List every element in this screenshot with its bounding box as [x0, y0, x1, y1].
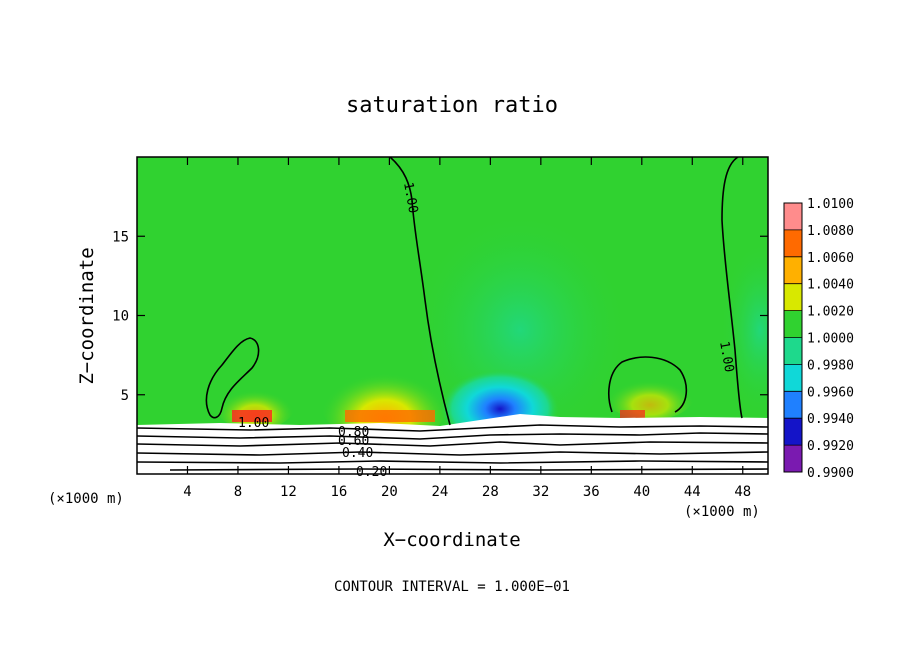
field-red-spot	[345, 410, 435, 422]
colorbar-segment	[784, 256, 802, 284]
y-axis-title: Z−coordinate	[76, 247, 98, 384]
x-tick-label: 28	[482, 484, 499, 500]
x-tick-label: 24	[431, 484, 448, 500]
field-yellow-region	[320, 355, 450, 445]
contour-label: 0.80	[338, 425, 369, 440]
colorbar-label: 0.9940	[807, 412, 854, 427]
contour-labels: 1.00 1.00 1.00 0.80 0.60 0.40 0.20	[238, 181, 736, 480]
colorbar-segment	[784, 310, 802, 338]
contour-closed	[205, 337, 260, 419]
y-tick-label: 5	[121, 388, 129, 404]
colorbar-segment	[784, 283, 802, 311]
contour-label: 1.00	[238, 416, 269, 431]
colorbar-label: 1.0040	[807, 278, 854, 293]
field-yellow-region	[605, 370, 695, 420]
contour-line-1.00	[389, 157, 451, 426]
x-tick-label: 44	[684, 484, 701, 500]
contour-lines	[137, 157, 768, 471]
chart-title: saturation ratio	[346, 93, 558, 118]
colorbar-segment	[784, 203, 802, 230]
x-axis-ticks: 4 8 12 16 20 24 28 32 36 40 44 48	[183, 157, 751, 500]
contour-label: 0.60	[338, 434, 369, 449]
colorbar-segment	[784, 364, 802, 392]
field-teal-region	[720, 240, 768, 420]
field-red-spot	[620, 410, 645, 420]
colorbar-label: 1.0020	[807, 305, 854, 320]
x-tick-label: 8	[234, 484, 242, 500]
contour-level-lower	[137, 451, 768, 456]
colorbar-label: 1.0080	[807, 224, 854, 239]
contour-interval: CONTOUR INTERVAL = 1.000E−01	[334, 579, 570, 595]
colorbar-segment	[784, 229, 802, 257]
colorbar-label: 0.9920	[807, 439, 854, 454]
colorbar-label: 0.9900	[807, 466, 854, 481]
contour-level-lower	[137, 441, 768, 447]
contour-label: 1.00	[716, 340, 736, 373]
x-tick-label: 4	[183, 484, 191, 500]
colorbar-segment	[784, 445, 802, 472]
contour-label: 0.20	[356, 465, 387, 480]
contour-level-lower	[169, 468, 768, 471]
x-tick-label: 20	[381, 484, 398, 500]
contour-line-1.00	[721, 157, 743, 419]
colorbar: 1.0100 1.0080 1.0060 1.0040 1.0020 1.0000 0.99…	[783, 197, 854, 481]
x-tick-label: 12	[280, 484, 297, 500]
colorbar-segment	[784, 418, 802, 446]
colorbar-label: 1.0100	[807, 197, 854, 212]
x-tick-label: 48	[734, 484, 751, 500]
x-tick-label: 36	[583, 484, 600, 500]
colorbar-label: 0.9980	[807, 358, 854, 373]
contour-label: 1.00	[400, 181, 420, 214]
y-axis-ticks: 5 10 15	[112, 229, 768, 404]
x-axis-title: X−coordinate	[383, 529, 520, 551]
contour-level-lower	[137, 432, 768, 440]
x-tick-label: 40	[633, 484, 650, 500]
colorbar-label: 0.9960	[807, 385, 854, 400]
colorbar-segment	[784, 337, 802, 365]
colorbar-label: 1.0000	[807, 332, 854, 347]
contour-level-lower	[137, 424, 768, 432]
field-red-spot	[232, 410, 272, 422]
contour-closed	[608, 356, 688, 413]
x-tick-label: 16	[330, 484, 347, 500]
colorbar-segment	[784, 391, 802, 419]
contour-label: 0.40	[342, 446, 373, 461]
x-tick-label: 32	[532, 484, 549, 500]
colorbar-label: 1.0060	[807, 251, 854, 266]
contour-level-lower	[137, 460, 768, 464]
heatmap-field	[137, 157, 768, 474]
y-tick-label: 10	[112, 309, 129, 325]
x-unit-right: (×1000 m)	[684, 504, 760, 520]
y-tick-label: 15	[112, 229, 129, 245]
x-unit-left: (×1000 m)	[48, 491, 124, 507]
